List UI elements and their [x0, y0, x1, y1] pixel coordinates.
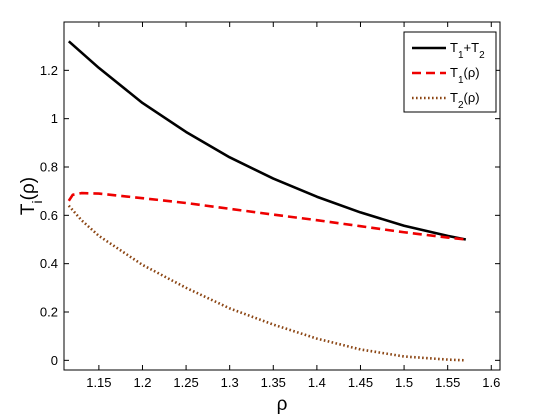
x-tick-label: 1.6 — [482, 375, 500, 390]
y-tick-label: 0.6 — [40, 208, 58, 223]
y-tick-label: 0.8 — [40, 160, 58, 175]
legend: T1+T2 T1(ρ) T2(ρ) — [403, 31, 497, 113]
x-tick-label: 1.2 — [133, 375, 151, 390]
x-tick-label: 1.45 — [348, 375, 373, 390]
legend-label-2: T1(ρ) — [450, 65, 480, 86]
y-tick-label: 1 — [51, 111, 58, 126]
series-line-1 — [67, 40, 467, 241]
x-tick-label: 1.55 — [435, 375, 460, 390]
ticks: 1.15 1.2 1.25 1.3 1.35 1.4 1.45 1.5 1.55 1.6 0 0.2 0… — [40, 22, 500, 390]
y-axis-label: Ti(ρ) — [18, 177, 45, 215]
series-line-2 — [67, 191, 466, 241]
x-axis-label: ρ — [277, 394, 288, 415]
legend-label-3: T2(ρ) — [450, 90, 480, 111]
y-tick-label: 0 — [51, 353, 58, 368]
axes-frame — [63, 21, 501, 371]
x-tick-label: 1.5 — [395, 375, 413, 390]
y-tick-label: 0.4 — [40, 256, 58, 271]
axes — [63, 21, 501, 371]
x-tick-label: 1.15 — [86, 375, 111, 390]
legend-label-1: T1+T2 — [450, 40, 485, 61]
x-tick-label: 1.25 — [173, 375, 198, 390]
series-layer — [67, 40, 467, 362]
axis-labels: ρ Ti(ρ) — [18, 177, 288, 415]
y-tick-label: 0.2 — [40, 305, 58, 320]
x-tick-label: 1.3 — [221, 375, 239, 390]
series-line-3 — [67, 204, 466, 362]
x-tick-label: 1.4 — [308, 375, 326, 390]
x-tick-label: 1.35 — [261, 375, 286, 390]
y-tick-label: 1.2 — [40, 63, 58, 78]
